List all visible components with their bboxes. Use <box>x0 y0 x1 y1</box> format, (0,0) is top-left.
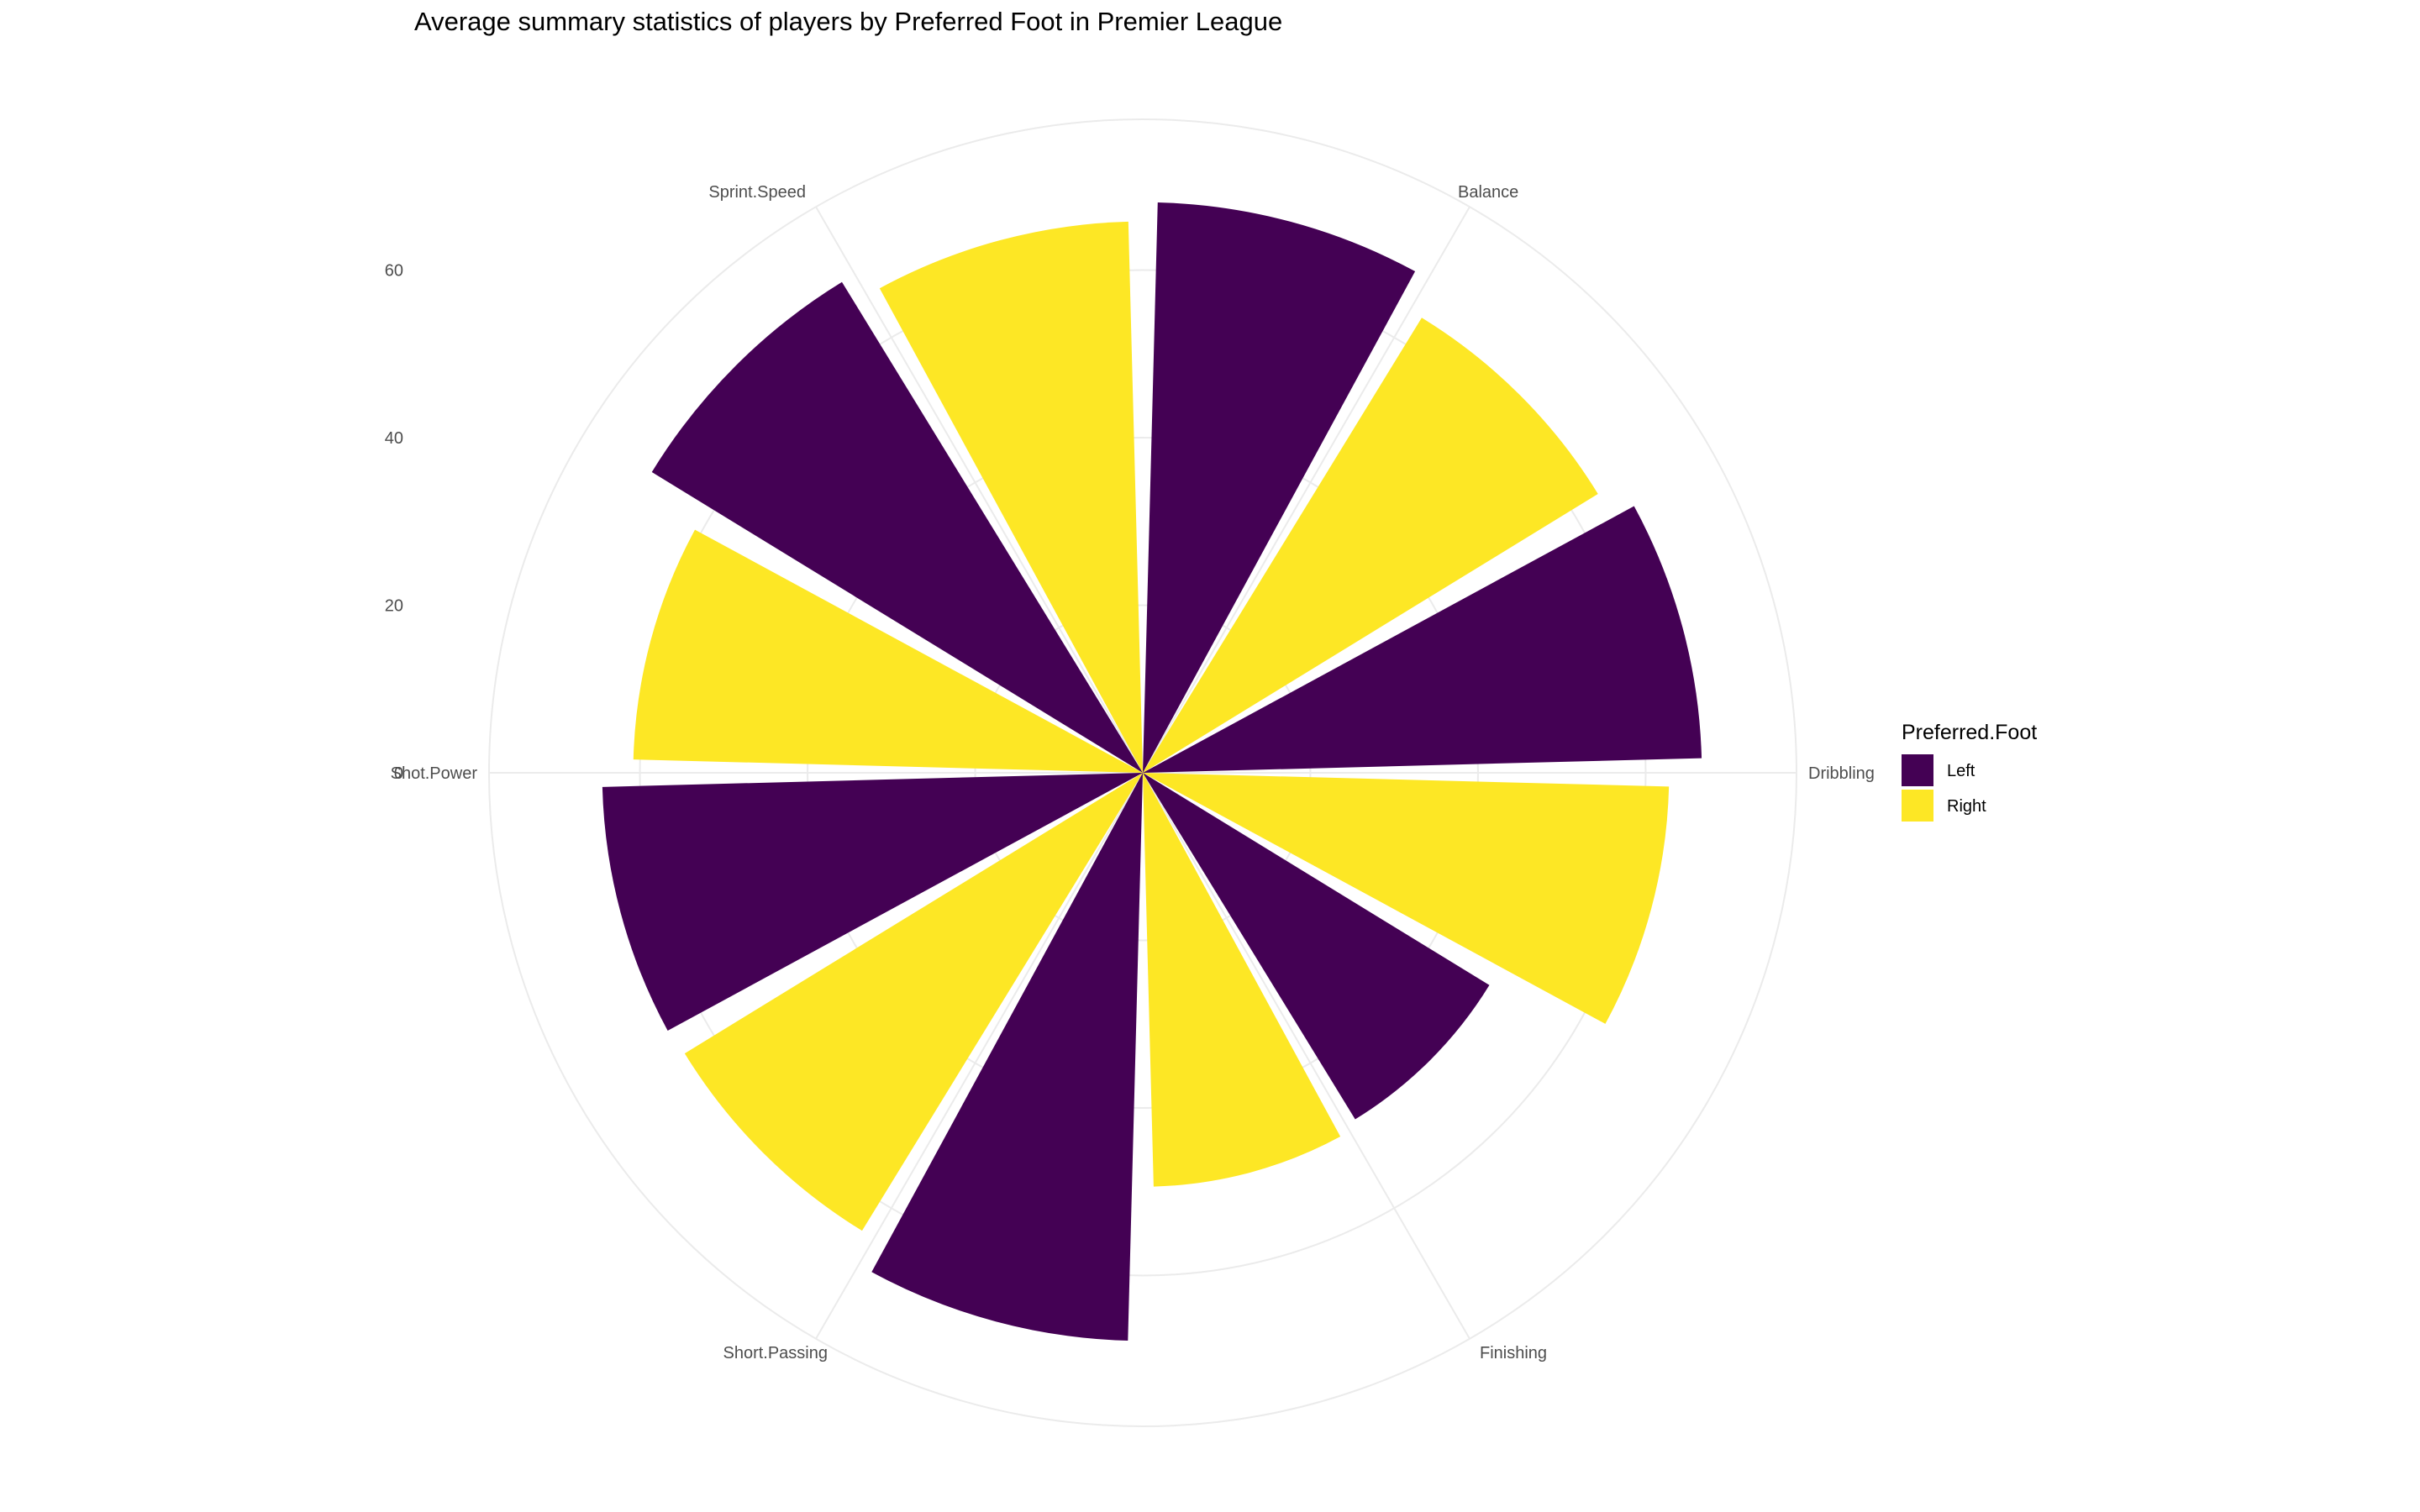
bar-right-sprint-speed <box>879 221 1143 773</box>
legend-label-left: Left <box>1947 762 1975 780</box>
r-tick-label: 0 <box>394 764 403 783</box>
bar-left-sprint-speed <box>651 281 1143 773</box>
bar-left-shot-power <box>602 773 1143 1031</box>
grid-spoke <box>1142 772 1470 1340</box>
bar-left-balance <box>1143 202 1416 774</box>
bar-right-short-passing <box>684 773 1143 1231</box>
legend-swatch-left <box>1902 754 1933 786</box>
bar-right-dribbling <box>1143 773 1670 1024</box>
bar-right-balance <box>1143 318 1598 773</box>
chart-title: Average summary statistics of players by… <box>414 7 1282 36</box>
bars <box>602 202 1702 1341</box>
category-label-dribbling: Dribbling <box>1808 764 1875 783</box>
grid-spoke <box>815 772 1144 1340</box>
bar-right-finishing <box>1143 773 1341 1187</box>
r-tick-label: 60 <box>385 262 403 281</box>
category-label-sprint-speed: Sprint.Speed <box>708 183 806 202</box>
category-label-short-passing: Short.Passing <box>723 1344 828 1362</box>
bar-left-finishing <box>1143 773 1490 1120</box>
legend-label-right: Right <box>1947 797 1986 816</box>
r-tick-label: 40 <box>385 429 403 448</box>
r-tick-label: 20 <box>385 597 403 616</box>
radial-ticks: 0 20 40 60 <box>385 262 403 783</box>
bar-right-shot-power <box>633 529 1143 773</box>
grid-spoke <box>815 206 1144 774</box>
category-label-shot-power: Shot.Power <box>391 764 478 783</box>
legend-swatch-right <box>1902 790 1933 822</box>
grid-spoke <box>1142 206 1470 774</box>
grid <box>488 118 1797 1427</box>
category-label-finishing: Finishing <box>1480 1344 1547 1362</box>
category-label-balance: Balance <box>1458 183 1518 202</box>
legend: Preferred.Foot Left Right <box>1902 721 2037 822</box>
bar-left-short-passing <box>871 773 1143 1341</box>
category-labels: Dribbling Finishing Short.Passing Shot.Powe… <box>391 183 1875 1362</box>
bar-left-dribbling <box>1143 506 1702 773</box>
legend-title: Preferred.Foot <box>1902 721 2037 744</box>
